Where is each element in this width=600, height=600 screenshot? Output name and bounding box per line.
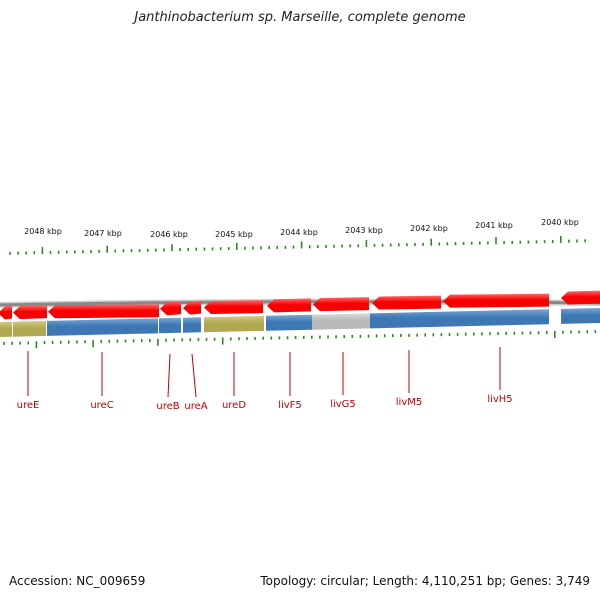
gene-arrow bbox=[267, 298, 311, 313]
kbp-label: 2045 kbp bbox=[215, 230, 253, 239]
gene-arrow bbox=[372, 295, 441, 310]
genome-summary-text: Topology: circular; Length: 4,110,251 bp… bbox=[260, 574, 590, 588]
feature-band bbox=[204, 315, 264, 333]
gene-label: livG5 bbox=[330, 399, 356, 410]
feature-band bbox=[159, 317, 181, 334]
kbp-label: 2048 kbp bbox=[24, 227, 62, 236]
kbp-label: 2040 kbp bbox=[541, 218, 579, 227]
gene-label: livM5 bbox=[396, 397, 422, 408]
gene-arrow bbox=[13, 305, 47, 320]
feature-band bbox=[47, 318, 158, 336]
gene-label: ureB bbox=[156, 401, 179, 412]
gene-arrow bbox=[204, 300, 263, 315]
kbp-label: 2046 kbp bbox=[150, 230, 188, 239]
feature-band bbox=[13, 320, 46, 337]
feature-band bbox=[183, 317, 201, 333]
gene-track bbox=[0, 290, 600, 320]
feature-band bbox=[370, 309, 549, 329]
gene-arrow bbox=[160, 301, 181, 316]
feature-band bbox=[561, 308, 600, 324]
kbp-label: 2043 kbp bbox=[345, 226, 383, 235]
genome-title: Janthinobacterium sp. Marseille, complet… bbox=[134, 10, 466, 25]
gene-arrow bbox=[561, 290, 600, 305]
kbp-scale: 2048 kbp 2047 kbp 2046 kbp 2045 kbp 2044 kbp… bbox=[3, 218, 597, 349]
gene-leader-line bbox=[191, 353, 197, 398]
feature-band bbox=[0, 321, 12, 337]
feature-band bbox=[312, 313, 370, 330]
gene-leader-line bbox=[167, 353, 171, 398]
kbp-label: 2044 kbp bbox=[280, 228, 318, 237]
gene-label: ureE bbox=[17, 400, 40, 411]
gene-arrow bbox=[0, 305, 12, 320]
gene-label: livH5 bbox=[487, 394, 512, 405]
kbp-label: 2041 kbp bbox=[475, 221, 513, 230]
gene-label: ureD bbox=[222, 400, 246, 411]
gene-arrow bbox=[443, 293, 549, 308]
accession-text: Accession: NC_009659 bbox=[9, 574, 146, 588]
gene-label: ureA bbox=[184, 401, 207, 412]
feature-band bbox=[266, 314, 312, 331]
kbp-label: 2042 kbp bbox=[410, 224, 448, 233]
feature-band-track bbox=[0, 308, 600, 337]
gene-label: ureC bbox=[90, 400, 113, 411]
gene-labels: ureE ureC ureB ureA ureD livF5 livG5 livM5 livH5 bbox=[17, 347, 513, 412]
gene-arrow bbox=[183, 300, 201, 315]
gene-label: livF5 bbox=[278, 400, 302, 411]
gene-arrow bbox=[313, 297, 369, 312]
gene-arrow bbox=[48, 304, 159, 319]
kbp-label: 2047 kbp bbox=[84, 229, 122, 238]
